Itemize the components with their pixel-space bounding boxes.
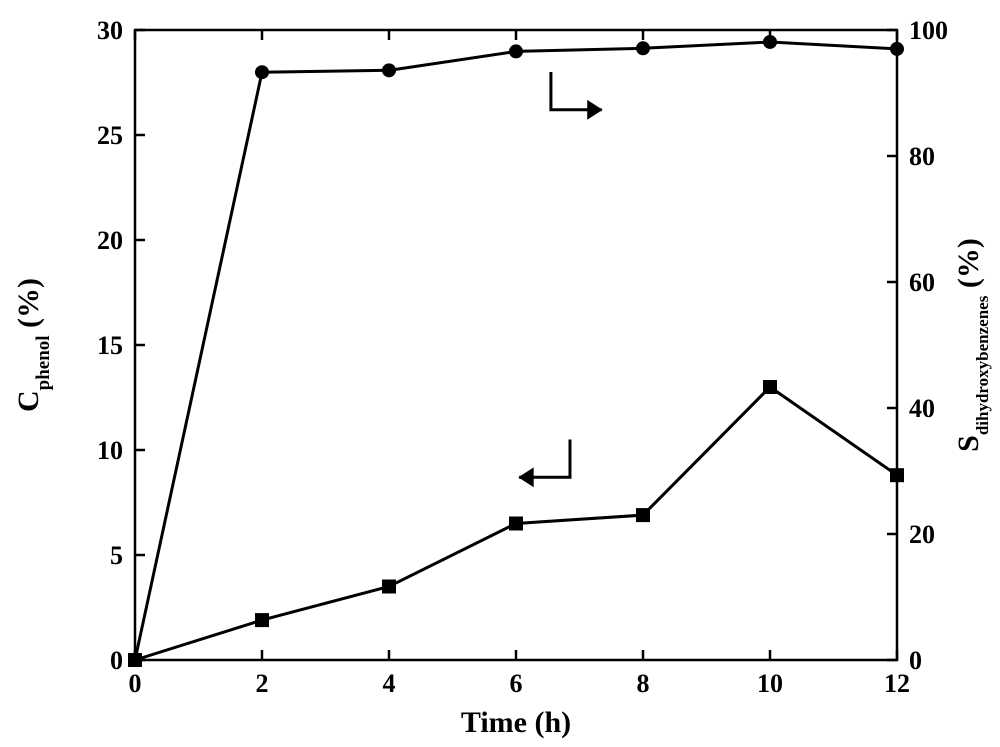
x-tick-label: 0	[129, 669, 142, 698]
chart-container: 024681012051015202530020406080100Time (h…	[0, 0, 1000, 747]
x-tick-label: 6	[510, 669, 523, 698]
x-tick-label: 10	[757, 669, 783, 698]
indicator-arrow-points-left	[519, 440, 570, 478]
marker-circle	[637, 42, 650, 55]
x-tick-label: 2	[256, 669, 269, 698]
marker-circle	[129, 654, 142, 667]
marker-circle	[256, 66, 269, 79]
x-tick-label: 12	[884, 669, 910, 698]
dual-axis-line-chart: 024681012051015202530020406080100Time (h…	[0, 0, 1000, 747]
indicator-arrow-points-right	[551, 72, 602, 110]
y-right-tick-label: 40	[909, 394, 935, 423]
y-left-tick-label: 10	[97, 436, 123, 465]
marker-square	[637, 509, 650, 522]
y-right-tick-label: 0	[909, 646, 922, 675]
indicator-arrowhead-points-right	[588, 101, 602, 119]
marker-circle	[383, 64, 396, 77]
y-right-tick-label: 60	[909, 268, 935, 297]
x-tick-label: 4	[383, 669, 396, 698]
y-left-tick-label: 15	[97, 331, 123, 360]
y-right-tick-label: 100	[909, 16, 948, 45]
series-line-S_dihydroxybenzenes	[135, 42, 897, 660]
y-left-tick-label: 20	[97, 226, 123, 255]
x-axis-label: Time (h)	[461, 706, 571, 739]
marker-square	[510, 517, 523, 530]
y-left-tick-label: 5	[110, 541, 123, 570]
y-right-axis-label: Sdihydroxybenzenes (%)	[952, 238, 992, 452]
marker-square	[764, 381, 777, 394]
indicator-arrowhead-points-left	[519, 468, 533, 486]
marker-square	[256, 614, 269, 627]
y-right-tick-label: 80	[909, 142, 935, 171]
x-tick-label: 8	[637, 669, 650, 698]
marker-circle	[891, 42, 904, 55]
y-left-tick-label: 30	[97, 16, 123, 45]
y-left-tick-label: 25	[97, 121, 123, 150]
marker-square	[891, 469, 904, 482]
marker-circle	[764, 35, 777, 48]
y-right-tick-label: 20	[909, 520, 935, 549]
y-left-axis-label: Cphenol (%)	[12, 278, 54, 412]
y-left-tick-label: 0	[110, 646, 123, 675]
marker-square	[383, 580, 396, 593]
marker-circle	[510, 45, 523, 58]
